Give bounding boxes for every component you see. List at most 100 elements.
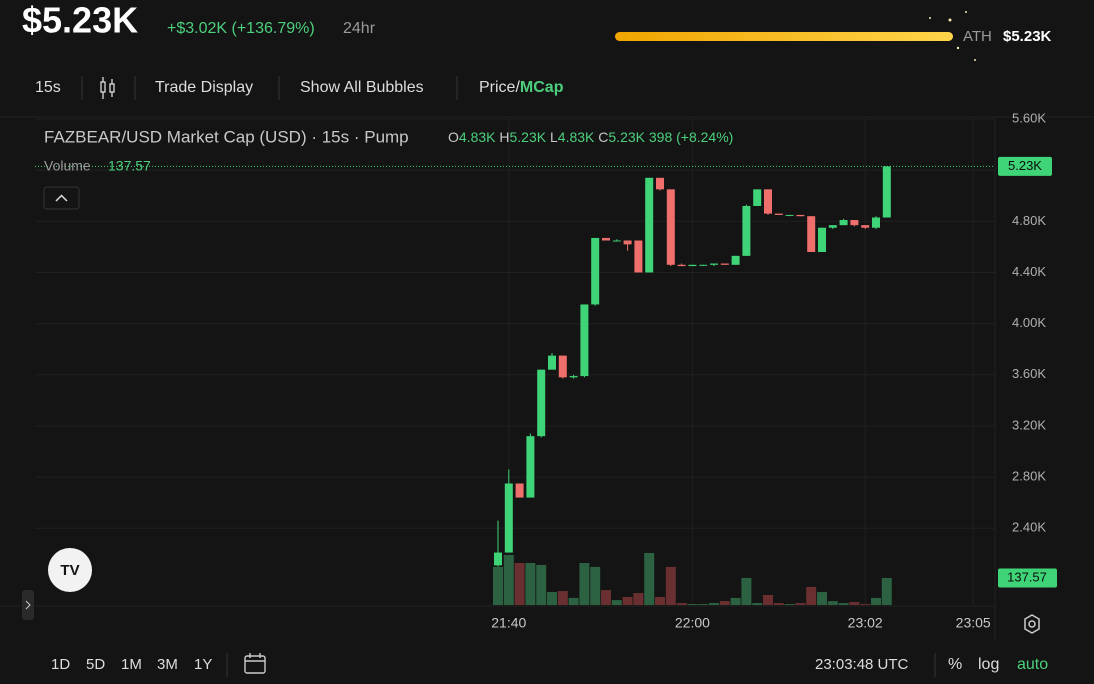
volume-bar: [817, 592, 827, 605]
price-option[interactable]: Price: [479, 79, 516, 96]
scale-option[interactable]: %: [948, 656, 962, 673]
candle-body: [515, 483, 524, 498]
candle-body: [656, 177, 664, 190]
candle-icon[interactable]: [100, 77, 115, 99]
candle-body: [710, 263, 718, 265]
candle-body: [861, 225, 870, 228]
range[interactable]: 3M: [157, 656, 178, 673]
volume-bar: [838, 603, 849, 605]
volume-bar: [590, 566, 601, 605]
candle-body: [742, 205, 751, 256]
volume-bar: [827, 601, 838, 605]
ohlc-value: 4.83K: [558, 129, 595, 145]
toolbar-item[interactable]: Trade Display: [155, 79, 253, 96]
candle-body: [828, 225, 837, 228]
candle-body: [537, 369, 546, 437]
scale-option[interactable]: auto: [1017, 656, 1048, 673]
y-tick-label: 5.60K: [1012, 110, 1046, 125]
volume-bar: [730, 597, 741, 605]
candle-body: [612, 240, 621, 242]
scale-option[interactable]: log: [978, 656, 999, 673]
volume-bar: [514, 562, 525, 605]
settings-icon[interactable]: [1024, 614, 1040, 634]
calendar-icon[interactable]: [244, 653, 266, 674]
volume-bar: [719, 601, 730, 605]
volume-bar: [849, 602, 860, 605]
volume-bar: [655, 596, 665, 605]
volume-label: Volume: [44, 158, 91, 174]
ohlc-key: C: [598, 129, 608, 145]
y-tick-label: 4.40K: [1012, 264, 1046, 279]
ohlc-value: 4.83K: [459, 129, 496, 145]
candle-body: [882, 166, 891, 218]
volume-bar: [633, 593, 644, 605]
volume-bar: [579, 562, 590, 605]
price-tag: [998, 156, 1052, 176]
ohlc-key: L: [550, 129, 558, 145]
volume-tag: [998, 568, 1057, 588]
ohlc-value: 5.23K: [510, 129, 547, 145]
volume-bar: [871, 597, 881, 605]
volume-bar: [622, 596, 633, 605]
price: $5.23K: [22, 0, 138, 41]
volume-bar: [493, 566, 503, 605]
ohlc-key: O: [448, 129, 459, 145]
toolbar-item[interactable]: Show All Bubbles: [300, 79, 424, 96]
logo[interactable]: [48, 548, 92, 592]
mcap-option[interactable]: MCap: [520, 79, 564, 96]
volume-bar: [536, 564, 547, 605]
range[interactable]: 1D: [51, 656, 70, 673]
candle-body: [785, 214, 794, 216]
x-tick-label: 23:05: [956, 615, 991, 631]
legend-title: FAZBEAR/USD Market Cap (USD) · 15s · Pum…: [44, 127, 409, 146]
volume-bar: [547, 592, 557, 605]
logo-mark[interactable]: TV: [60, 562, 79, 579]
price-toggle[interactable]: Price/MCap: [479, 79, 564, 96]
y-tick-label: 2.40K: [1012, 520, 1046, 535]
volume-bar: [752, 603, 763, 605]
volume-bar: [763, 594, 773, 605]
interval[interactable]: 15s: [35, 79, 61, 96]
candle-body: [634, 240, 643, 273]
volume-bar: [611, 600, 622, 605]
volume-bar: [773, 603, 784, 605]
candle-body: [602, 237, 610, 241]
volume-bar: [503, 554, 514, 605]
volume-bar: [806, 586, 817, 605]
candle-body: [569, 376, 578, 378]
volume-bar: [741, 577, 752, 605]
legend-ohlc: O4.83K H5.23K L4.83K C5.23K 398 (+8.24%): [448, 129, 733, 145]
volume-bar: [709, 603, 719, 605]
volume-bar: [687, 604, 698, 605]
price-tag-label: 5.23K: [1008, 158, 1042, 173]
slash: /: [515, 79, 520, 96]
collapse-button[interactable]: [43, 186, 80, 210]
candle-body: [591, 237, 600, 305]
ohlc-key: H: [499, 129, 509, 145]
candle-body: [839, 220, 848, 226]
y-tick-label: 2.80K: [1012, 469, 1046, 484]
candle-body: [872, 217, 880, 228]
range[interactable]: 1Y: [194, 656, 212, 673]
candle-body: [807, 216, 816, 253]
candle-body: [850, 220, 859, 226]
candle-body: [580, 304, 589, 377]
volume-bar: [644, 552, 655, 605]
candle-body: [753, 189, 762, 206]
y-tick-label: 4.00K: [1012, 315, 1046, 330]
ohlc-change: 398 (+8.24%): [649, 129, 733, 145]
candle-body: [764, 189, 772, 214]
side-tab[interactable]: [22, 590, 34, 620]
volume-bar: [795, 603, 806, 605]
plot: 2.40K2.80K3.20K3.60K4.00K4.40K4.80K5.20K…: [35, 110, 1057, 631]
candle-body: [796, 214, 805, 217]
y-tick-label: 4.80K: [1012, 213, 1046, 228]
range[interactable]: 1M: [121, 656, 142, 673]
side-tab-icon[interactable]: [25, 600, 31, 610]
sparkles: [929, 11, 976, 61]
y-tick-label: 3.60K: [1012, 366, 1046, 381]
collapse-icon[interactable]: [55, 194, 68, 202]
range[interactable]: 5D: [86, 656, 105, 673]
volume-tag-label: 137.57: [1007, 569, 1047, 584]
